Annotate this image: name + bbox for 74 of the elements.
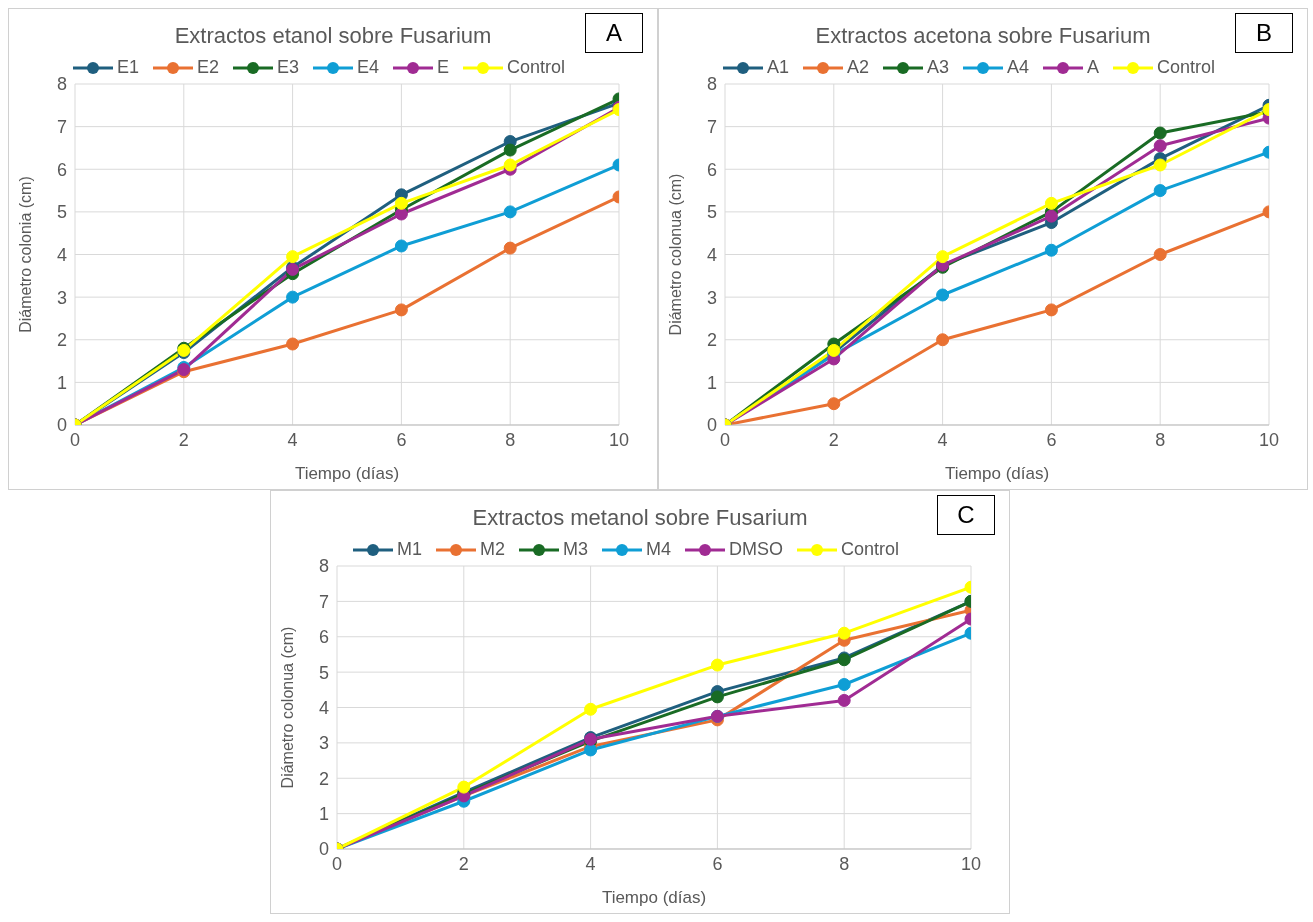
- legend-label: E3: [276, 57, 299, 78]
- legend-label: A2: [846, 57, 869, 78]
- y-tick-label: 5: [706, 202, 717, 223]
- chart-title: Extractos metanol sobre Fusarium: [472, 505, 808, 530]
- x-tick-label: 10: [1258, 429, 1280, 450]
- x-tick-label: 2: [178, 429, 189, 450]
- y-tick-label: 0: [318, 839, 329, 860]
- text: B: [1235, 13, 1293, 53]
- x-axis-title: Tiempo (días): [944, 464, 1050, 483]
- y-tick-label: 1: [706, 372, 717, 393]
- y-tick-label: 5: [56, 202, 67, 223]
- legend-label: DMSO: [729, 539, 784, 560]
- legend-label: E4: [357, 57, 380, 78]
- y-tick-label: 0: [56, 415, 67, 436]
- y-tick-label: 8: [318, 556, 329, 577]
- y-tick-label: 4: [706, 244, 717, 265]
- y-tick-label: 2: [318, 768, 329, 789]
- y-tick-label: 5: [318, 662, 329, 683]
- x-tick-label: 2: [458, 853, 469, 874]
- y-axis-title: Diámetro colonua (cm): [666, 173, 684, 336]
- text: C: [937, 495, 995, 535]
- x-tick-label: 0: [719, 429, 731, 450]
- y-tick-label: 4: [318, 697, 329, 718]
- x-tick-label: 10: [960, 853, 982, 874]
- y-tick-label: 7: [318, 591, 329, 612]
- legend-label: A1: [766, 57, 789, 78]
- legend-label: M3: [562, 539, 588, 560]
- x-tick-label: 6: [396, 429, 407, 450]
- x-tick-label: 4: [937, 429, 948, 450]
- legend-label: M1: [396, 539, 422, 560]
- legend-label: E2: [196, 57, 219, 78]
- legend-label: Control: [507, 57, 566, 78]
- legend-label: E1: [116, 57, 139, 78]
- y-tick-label: 6: [56, 159, 67, 180]
- legend-label: E: [437, 57, 450, 78]
- y-axis-title: Diámetro colonia (cm): [16, 176, 34, 333]
- y-tick-label: 6: [318, 627, 329, 648]
- legend-label: A: [1087, 57, 1100, 78]
- y-tick-label: 4: [56, 244, 67, 265]
- x-tick-label: 2: [828, 429, 839, 450]
- y-tick-label: 3: [706, 287, 717, 308]
- legend-label: A3: [926, 57, 949, 78]
- y-tick-label: 8: [56, 74, 67, 95]
- y-tick-label: 3: [318, 733, 329, 754]
- x-axis-title: Tiempo (días): [601, 888, 707, 907]
- y-tick-label: 1: [56, 372, 67, 393]
- x-tick-label: 0: [331, 853, 343, 874]
- x-tick-label: 6: [1046, 429, 1057, 450]
- y-tick-label: 2: [56, 330, 67, 351]
- y-axis-title: Diámetro colonua (cm): [278, 626, 296, 789]
- y-tick-label: 3: [56, 287, 67, 308]
- x-tick-label: 10: [608, 429, 630, 450]
- y-tick-label: 1: [318, 804, 329, 825]
- x-tick-label: 8: [839, 853, 850, 874]
- legend-label: Control: [1157, 57, 1216, 78]
- x-tick-label: 8: [505, 429, 516, 450]
- y-tick-label: 0: [706, 415, 717, 436]
- chart-title: Extractos etanol sobre Fusarium: [174, 23, 492, 48]
- x-tick-label: 8: [1155, 429, 1166, 450]
- legend-label: Control: [841, 539, 900, 560]
- x-tick-label: 0: [69, 429, 81, 450]
- x-tick-label: 4: [585, 853, 596, 874]
- legend-label: M2: [479, 539, 505, 560]
- legend-label: A4: [1007, 57, 1030, 78]
- y-tick-label: 7: [56, 117, 67, 138]
- chart-title: Extractos acetona sobre Fusarium: [815, 23, 1151, 48]
- y-tick-label: 8: [706, 74, 717, 95]
- text: A: [585, 13, 643, 53]
- x-axis-title: Tiempo (días): [294, 464, 400, 483]
- y-tick-label: 7: [706, 117, 717, 138]
- y-tick-label: 2: [706, 330, 717, 351]
- x-tick-label: 4: [287, 429, 298, 450]
- legend-label: M4: [646, 539, 672, 560]
- y-tick-label: 6: [706, 159, 717, 180]
